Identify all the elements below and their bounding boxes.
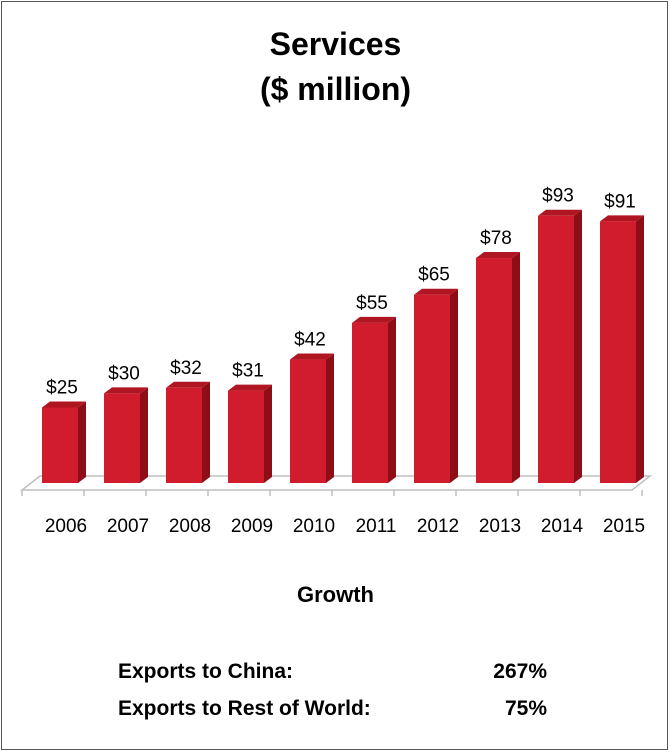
x-tick-label: 2006 <box>45 516 87 537</box>
bar <box>538 215 574 484</box>
bar-top <box>42 401 86 408</box>
x-tick-label: 2011 <box>356 516 397 537</box>
bar-side <box>636 215 644 483</box>
bar <box>352 322 388 483</box>
bar-chart: $25 2006 $30 2007 $32 2008 $31 2009 $42 2010 $55 20… <box>19 186 653 537</box>
bar <box>414 294 450 483</box>
stat-label-rest-of-world: Exports to Rest of World: <box>118 697 371 720</box>
bar <box>104 393 140 483</box>
stat-label-china: Exports to China: <box>118 660 294 683</box>
bar <box>600 221 636 483</box>
bar-side <box>78 401 86 483</box>
bar-side <box>202 381 210 483</box>
x-tick-label: 2015 <box>603 516 645 537</box>
chart-subtitle: ($ million) <box>259 71 412 107</box>
bar-top <box>104 387 148 394</box>
bar-side <box>140 387 148 483</box>
stat-value-china: 267% <box>493 660 547 683</box>
x-tick-label: 2014 <box>541 516 584 537</box>
bar <box>166 387 202 483</box>
data-label: $65 <box>418 265 450 286</box>
bar <box>290 359 326 483</box>
bar-side <box>326 353 334 483</box>
x-tick-label: 2013 <box>479 516 521 537</box>
x-axis-floor <box>19 475 653 491</box>
data-label: $31 <box>232 361 264 382</box>
x-tick-label: 2012 <box>417 516 459 537</box>
bar <box>476 258 512 483</box>
bar-top <box>352 316 396 323</box>
growth-title: Growth <box>297 582 374 607</box>
bar-top <box>166 381 210 388</box>
data-label: $91 <box>604 191 636 212</box>
bar-side <box>574 209 582 484</box>
data-label: $55 <box>356 293 388 314</box>
data-label: $32 <box>170 358 202 379</box>
bar-side <box>388 316 396 483</box>
x-tick-label: 2010 <box>293 516 335 537</box>
data-label: $78 <box>480 228 512 249</box>
data-label: $30 <box>108 363 140 384</box>
x-tick-label: 2009 <box>231 516 273 537</box>
bar-top <box>538 209 582 216</box>
bar-side <box>450 288 458 483</box>
bar-top <box>476 252 520 259</box>
stat-value-rest-of-world: 75% <box>504 697 547 720</box>
bar-top <box>228 384 272 391</box>
data-label: $25 <box>46 378 78 399</box>
x-tick-label: 2007 <box>107 516 149 537</box>
bar-top <box>600 215 644 222</box>
data-label: $42 <box>294 330 326 351</box>
bar-side <box>512 252 520 483</box>
chart-title: Services <box>269 26 402 62</box>
data-label: $93 <box>542 186 574 207</box>
bar-top <box>290 353 334 360</box>
bar <box>42 407 78 483</box>
x-tick-label: 2008 <box>169 516 211 537</box>
bar-top <box>414 288 458 295</box>
bar <box>228 390 264 483</box>
bar-side <box>264 384 272 483</box>
